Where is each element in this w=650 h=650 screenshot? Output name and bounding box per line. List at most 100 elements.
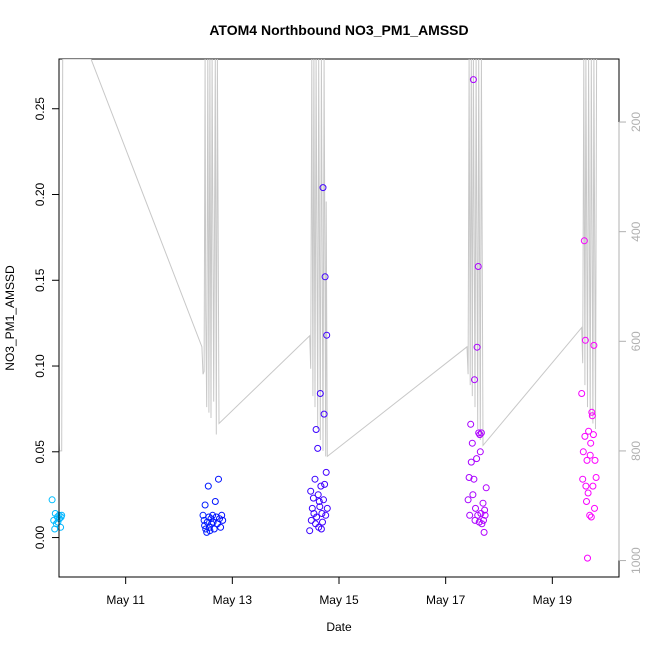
- data-point: [306, 527, 314, 535]
- data-point: [314, 444, 322, 452]
- altitude-line: [59, 59, 598, 458]
- data-point: [202, 525, 210, 533]
- data-point: [473, 343, 481, 351]
- data-point: [57, 523, 65, 531]
- y-tick-label: 0.00: [33, 525, 47, 549]
- data-point: [587, 439, 595, 447]
- data-point: [309, 494, 317, 502]
- data-point: [481, 511, 489, 519]
- data-point: [585, 427, 593, 435]
- data-point: [476, 431, 484, 439]
- data-point: [313, 513, 321, 521]
- right-tick-label: 1000: [629, 547, 643, 574]
- y-axis-label: NO3_PM1_AMSSD: [3, 265, 17, 371]
- data-point: [215, 475, 222, 483]
- data-point: [51, 510, 59, 517]
- y-tick-label: 0.05: [33, 440, 47, 464]
- data-point: [201, 501, 209, 509]
- data-point: [467, 420, 475, 428]
- data-point: [320, 410, 328, 418]
- data-point: [584, 554, 591, 562]
- data-point: [465, 474, 473, 481]
- data-point: [472, 504, 479, 512]
- data-point: [321, 480, 329, 488]
- data-point: [319, 184, 327, 192]
- data-point: [317, 525, 325, 533]
- right-tick-label: 200: [629, 112, 643, 132]
- data-point: [217, 523, 225, 531]
- data-point: [591, 456, 599, 464]
- data-point: [209, 518, 217, 526]
- data-point: [311, 475, 319, 483]
- data-point: [592, 474, 600, 481]
- data-point: [586, 451, 594, 459]
- data-point: [307, 516, 315, 524]
- data-point: [589, 482, 597, 490]
- data-point: [317, 482, 325, 490]
- right-tick-label: 600: [629, 331, 643, 351]
- data-point: [580, 237, 588, 245]
- data-point: [583, 498, 590, 505]
- x-tick-label: May 11: [106, 593, 145, 607]
- data-point: [316, 503, 324, 511]
- data-point: [323, 504, 331, 512]
- data-point: [478, 520, 486, 528]
- data-point: [482, 484, 490, 492]
- data-point: [318, 510, 326, 517]
- x-tick-label: May 15: [319, 593, 359, 607]
- data-point: [582, 482, 590, 490]
- scatter-layer: [48, 76, 600, 562]
- data-point: [48, 496, 56, 504]
- right-tick-label: 800: [629, 441, 643, 461]
- data-point: [467, 458, 475, 466]
- data-point: [581, 432, 589, 440]
- data-point: [469, 76, 477, 84]
- data-point: [205, 523, 213, 531]
- y-tick-label: 0.10: [33, 354, 47, 378]
- data-point: [315, 498, 323, 505]
- data-point: [591, 504, 598, 512]
- data-point: [476, 448, 484, 456]
- data-point: [323, 331, 331, 339]
- data-point: [469, 491, 477, 499]
- data-point: [586, 511, 594, 519]
- data-point: [466, 511, 474, 519]
- data-point: [219, 516, 227, 524]
- data-point: [307, 487, 315, 495]
- data-point: [320, 496, 327, 504]
- chart-title: ATOM4 Northbound NO3_PM1_AMSSD: [209, 22, 468, 38]
- data-point: [470, 475, 478, 483]
- data-point: [468, 439, 476, 447]
- x-axis: May 11 May 13 May 15 May 17 May 19: [106, 576, 573, 607]
- data-point: [322, 511, 330, 519]
- data-point: [581, 336, 589, 344]
- altitude-line-layer: [59, 59, 598, 458]
- data-point: [590, 341, 598, 349]
- data-point: [479, 499, 487, 507]
- y-tick-label: 0.15: [33, 268, 47, 292]
- data-point: [209, 511, 217, 519]
- data-point: [475, 429, 483, 437]
- data-point: [579, 475, 587, 483]
- x-axis-label: Date: [326, 620, 352, 634]
- data-point: [464, 496, 472, 504]
- x-tick-label: May 19: [533, 593, 573, 607]
- data-point: [583, 456, 591, 464]
- x-tick-label: May 13: [213, 593, 253, 607]
- data-point: [312, 426, 320, 433]
- data-point: [205, 513, 213, 521]
- data-point: [206, 527, 214, 535]
- data-point: [584, 489, 592, 497]
- data-point: [314, 491, 322, 499]
- data-point: [480, 528, 488, 536]
- data-point: [316, 390, 324, 397]
- data-point: [589, 431, 597, 439]
- data-point: [481, 506, 489, 514]
- x-tick-label: May 17: [426, 593, 466, 607]
- y-axis: 0.00 0.05 0.10 0.15 0.20 0.25: [33, 97, 60, 549]
- data-point: [204, 482, 212, 490]
- data-point: [477, 429, 485, 437]
- data-point: [579, 448, 587, 456]
- data-point: [587, 513, 595, 521]
